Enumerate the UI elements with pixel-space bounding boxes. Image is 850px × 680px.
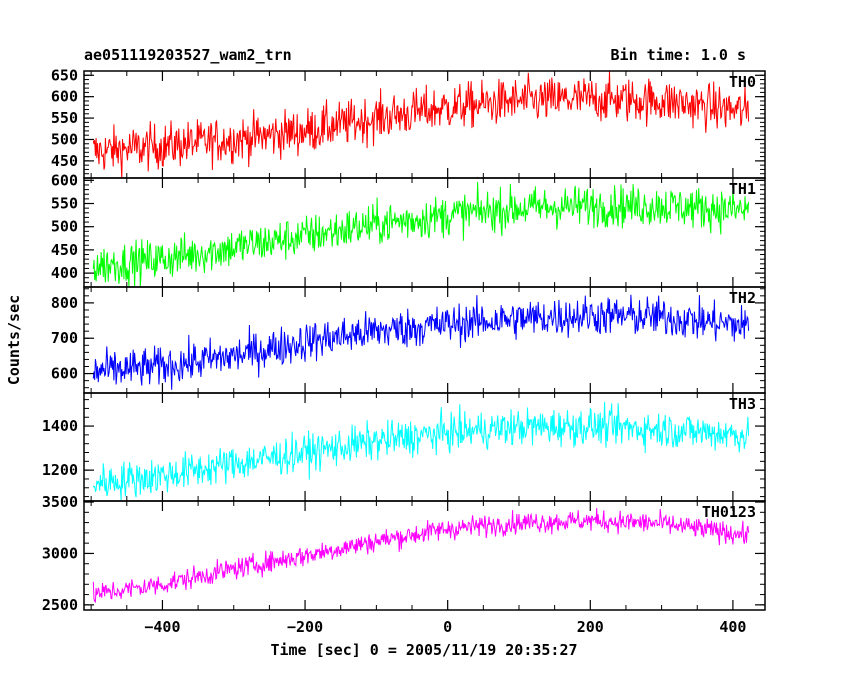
series-line-th2 [92,294,750,390]
y-tick-label: 400 [51,264,78,282]
y-tick-label: 450 [51,152,78,170]
panel-th0123: 2500 3000 3500 TH0123 −400 −200 0 200 400 [42,493,766,636]
y-tick-label: 600 [51,365,78,383]
y-tick-label: 500 [51,218,78,236]
series-line-th1 [92,181,750,287]
panel-frame [83,392,766,502]
panel-stack: 450 500 550 600 650 TH0 400 450 500 550 600 TH1 600 7… [42,66,766,636]
y-axis-label: Counts/sec [5,295,23,385]
bin-time-label: Bin time: 1.0 s [611,46,746,64]
panel-th0: 450 500 550 600 650 TH0 [51,66,766,179]
x-tick-label: 0 [443,618,452,636]
x-tick-label: −400 [144,618,180,636]
panel-name-label: TH0 [729,73,756,91]
panel-name-label: TH3 [729,395,756,413]
y-tick-label: 1200 [42,461,78,479]
panel-th1: 400 450 500 550 600 TH1 [51,171,766,288]
x-axis-label: Time [sec] 0 = 2005/11/19 20:35:27 [270,641,577,659]
y-tick-label: 600 [51,171,78,189]
panel-th2: 600 700 800 TH2 [51,286,766,394]
y-tick-label: 1400 [42,417,78,435]
chart-title: ae051119203527_wam2_trn [84,46,292,64]
panel-th3: 1200 1400 TH3 [42,392,766,502]
y-tick-label: 700 [51,329,78,347]
y-tick-label: 550 [51,109,78,127]
y-tick-label: 450 [51,241,78,259]
series-line-th0 [92,71,750,178]
y-tick-label: 3000 [42,544,78,562]
series-line-th0123 [92,508,750,604]
panel-name-label: TH0123 [702,503,756,521]
x-tick-label: 400 [719,618,746,636]
y-tick-label: 3500 [42,493,78,511]
panel-frame [83,70,766,179]
panel-name-label: TH1 [729,180,756,198]
y-tick-label: 500 [51,130,78,148]
x-tick-label: −200 [287,618,323,636]
y-tick-label: 550 [51,195,78,213]
y-tick-label: 800 [51,294,78,312]
series-line-th3 [92,401,750,501]
y-tick-label: 650 [51,66,78,84]
y-tick-label: 600 [51,88,78,106]
panel-frame [83,286,766,394]
panel-frame [83,500,766,611]
x-tick-label: 200 [577,618,604,636]
panel-name-label: TH2 [729,289,756,307]
y-tick-label: 2500 [42,596,78,614]
